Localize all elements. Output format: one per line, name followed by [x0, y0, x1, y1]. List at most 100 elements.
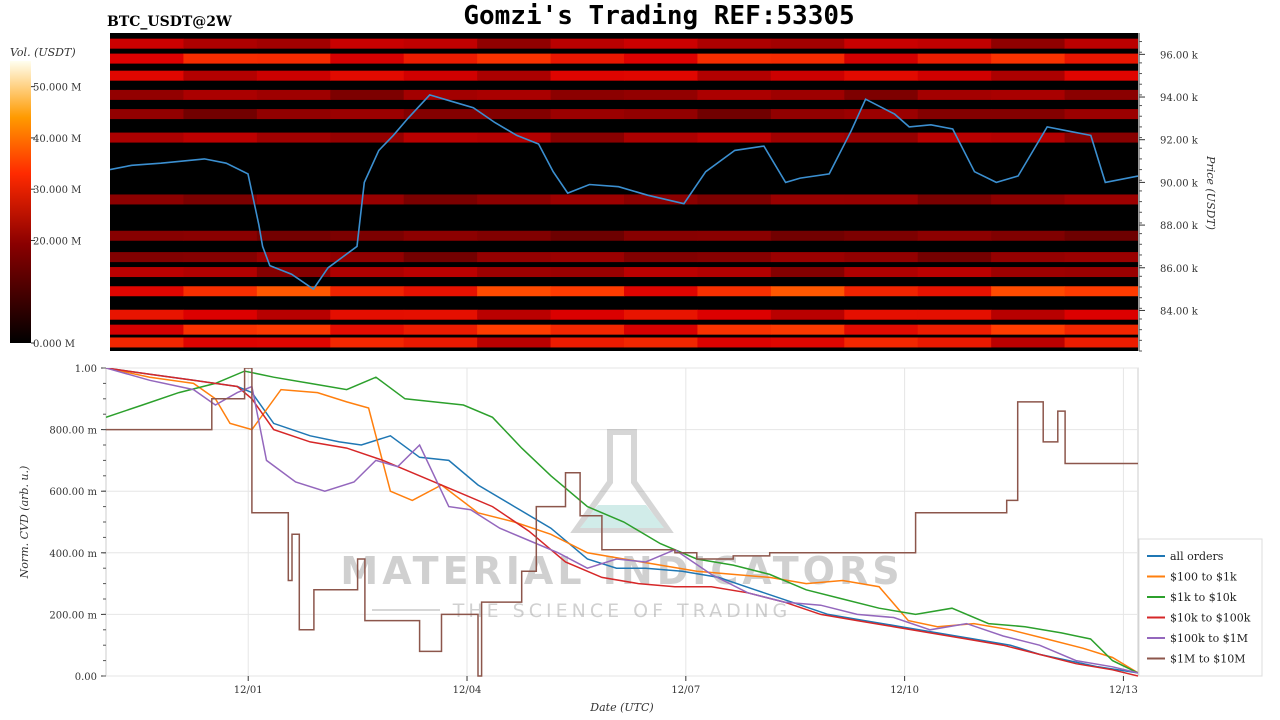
heatmap-cell: [330, 337, 405, 348]
heatmap-cell: [1064, 252, 1138, 263]
heatmap-cell: [550, 53, 625, 64]
heatmap-cell: [697, 109, 772, 120]
heatmap-cell: [550, 324, 625, 335]
heatmap-cell: [256, 230, 331, 241]
heatmap-cell: [1064, 267, 1138, 278]
heatmap-cell: [770, 132, 845, 143]
heatmap-cell: [110, 252, 184, 263]
cvd-ytick-label: 1.00: [75, 364, 97, 375]
heatmap-cell: [477, 324, 552, 335]
cvd-series-1k-to-10k: [106, 370, 1138, 674]
heatmap-cell: [917, 38, 992, 49]
heatmap-cell: [991, 89, 1066, 100]
heatmap-cell: [330, 109, 405, 120]
legend-label: $100k to $1M: [1170, 632, 1248, 645]
colorbar-tick-label: 50.000 M: [33, 83, 81, 94]
heatmap-cell: [844, 337, 919, 348]
heatmap-cell: [770, 324, 845, 335]
heatmap-cell: [697, 324, 772, 335]
heatmap-cell: [550, 38, 625, 49]
heatmap-cell: [403, 267, 478, 278]
heatmap-cell: [1064, 53, 1138, 64]
heatmap-cell: [770, 70, 845, 81]
heatmap-cell: [917, 337, 992, 348]
heatmap-cell: [917, 53, 992, 64]
heatmap-cell: [550, 89, 625, 100]
heatmap-cell: [330, 324, 405, 335]
heatmap-cell: [1064, 132, 1138, 143]
heatmap-cell: [550, 70, 625, 81]
cvd-ytick-label: 0.00: [75, 672, 97, 683]
heatmap-cell: [330, 38, 405, 49]
heatmap-cell: [183, 194, 258, 205]
heatmap-cell: [477, 267, 552, 278]
heatmap-cell: [624, 38, 698, 49]
heatmap-cell: [183, 109, 258, 120]
heatmap-cell: [770, 109, 845, 120]
heatmap-cell: [550, 230, 625, 241]
legend-label: $1k to $10k: [1170, 591, 1237, 604]
heatmap-cell: [330, 286, 405, 297]
heatmap-cell: [991, 38, 1066, 49]
heatmap-cell: [110, 70, 184, 81]
heatmap-cell: [110, 337, 184, 348]
heatmap-cell: [403, 132, 478, 143]
heatmap-cell: [991, 267, 1066, 278]
heatmap-cell: [624, 337, 698, 348]
heatmap-cell: [403, 109, 478, 120]
heatmap-cell: [1064, 309, 1138, 320]
heatmap-ytick-label: 92.00 k: [1160, 136, 1199, 147]
heatmap-ytick-label: 88.00 k: [1160, 221, 1199, 232]
heatmap-cell: [183, 337, 258, 348]
heatmap-cell: [844, 38, 919, 49]
heatmap-cell: [991, 194, 1066, 205]
chart-title: Gomzi's Trading REF:53305: [463, 1, 854, 31]
legend-label: $1M to $10M: [1170, 653, 1246, 666]
colorbar: Vol. (USDT) 0.000 M 20.000 M 30.000 M 40.00…: [10, 46, 81, 350]
heatmap-cell: [183, 132, 258, 143]
heatmap-cell: [330, 252, 405, 263]
heatmap-cell: [256, 286, 331, 297]
heatmap-cell: [917, 309, 992, 320]
flask-icon: [570, 429, 674, 533]
heatmap-cell: [403, 286, 478, 297]
heatmap-cell: [991, 337, 1066, 348]
heatmap-cell: [1064, 70, 1138, 81]
heatmap-cell: [770, 252, 845, 263]
heatmap-cell: [550, 309, 625, 320]
heatmap-cell: [844, 286, 919, 297]
heatmap-cell: [697, 230, 772, 241]
heatmap-cell: [917, 132, 992, 143]
heatmap-cell: [991, 324, 1066, 335]
watermark: MATERIAL INDICATORS THE SCIENCE OF TRADI…: [340, 429, 900, 622]
heatmap-cell: [624, 194, 698, 205]
heatmap-cell: [844, 89, 919, 100]
heatmap-cell: [477, 53, 552, 64]
heatmap-ytick-label: 90.00 k: [1160, 178, 1199, 189]
heatmap-cell: [110, 230, 184, 241]
heatmap-cell: [844, 230, 919, 241]
colorbar-tick-label: 20.000 M: [33, 236, 81, 247]
cvd-series-1m-to-10m: [106, 368, 1138, 677]
colorbar-tick-label: 30.000 M: [33, 185, 81, 196]
heatmap-cell: [330, 132, 405, 143]
watermark-sub: THE SCIENCE OF TRADING: [452, 600, 792, 622]
heatmap-panel: 84.00 k 86.00 k 88.00 k 90.00 k 92.00 k 94.00…: [110, 33, 1217, 352]
heatmap-cell: [1064, 109, 1138, 120]
heatmap-cell: [403, 194, 478, 205]
heatmap-cell: [477, 70, 552, 81]
heatmap-cell: [917, 286, 992, 297]
cvd-xtick-label: 12/04: [453, 685, 482, 696]
heatmap-cell: [844, 309, 919, 320]
heatmap-cell: [770, 89, 845, 100]
heatmap-cell: [624, 70, 698, 81]
heatmap-cell: [110, 109, 184, 120]
heatmap-cell: [403, 38, 478, 49]
heatmap-cell: [477, 89, 552, 100]
heatmap-cell: [917, 194, 992, 205]
heatmap-cell: [917, 230, 992, 241]
heatmap-cell: [110, 286, 184, 297]
legend-label: all orders: [1170, 550, 1224, 563]
heatmap-cell: [917, 252, 992, 263]
